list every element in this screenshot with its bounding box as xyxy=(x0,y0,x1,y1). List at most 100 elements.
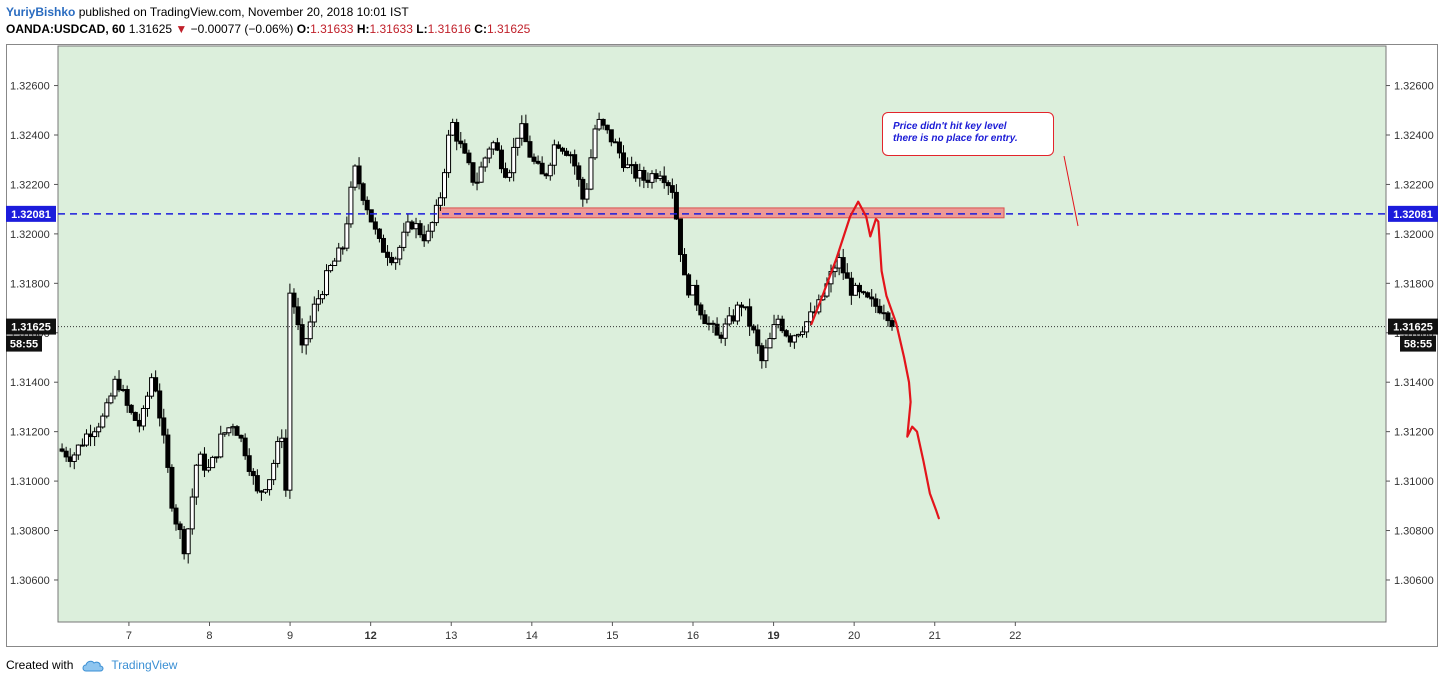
candle-body xyxy=(564,150,570,156)
candle-body xyxy=(775,318,781,326)
candle-body xyxy=(116,378,122,391)
candle-body xyxy=(547,164,553,177)
candle-body xyxy=(372,221,378,230)
candle-body xyxy=(344,223,350,249)
candle-body xyxy=(234,426,240,436)
candle-body xyxy=(185,528,191,555)
candle-body xyxy=(503,168,509,178)
candle-body xyxy=(376,228,382,239)
candle-body xyxy=(759,345,765,362)
candle-body xyxy=(100,415,106,428)
author-link[interactable]: YuriyBishko xyxy=(6,5,76,19)
candle-body xyxy=(83,433,89,446)
candle-body xyxy=(173,507,179,525)
candle-body xyxy=(201,453,207,471)
countdown-tag-left: 58:55 xyxy=(10,339,38,351)
y-tick-label: 1.32200 xyxy=(10,179,50,191)
candle-body xyxy=(852,284,858,296)
candle-body xyxy=(531,156,537,162)
candle-body xyxy=(267,479,273,491)
candle-body xyxy=(336,247,342,262)
candle-body xyxy=(108,395,114,404)
candle-body xyxy=(621,152,627,169)
candle-body xyxy=(71,454,77,462)
candle-body xyxy=(112,378,118,397)
candle-body xyxy=(230,426,236,429)
high-label: H: xyxy=(356,22,370,36)
candle-body xyxy=(218,433,224,458)
candle-body xyxy=(197,453,203,466)
x-tick-label: 14 xyxy=(526,630,538,642)
key-level-tag-left-bg xyxy=(6,205,56,222)
x-axis: 7 8 9 12 13 14 15 16 19 20 21 22 xyxy=(126,622,1021,642)
candle-body xyxy=(153,377,159,392)
y-tick-label: 1.31800 xyxy=(1394,278,1434,290)
candle-body xyxy=(287,292,293,491)
candle-body xyxy=(734,304,740,322)
key-level-tag-right-bg xyxy=(1388,205,1438,222)
candle-body xyxy=(576,165,582,180)
tradingview-brand[interactable]: TradingView xyxy=(81,658,177,672)
candle-body xyxy=(649,173,655,183)
candle-body xyxy=(767,338,773,349)
symbol-line: OANDA:USDCAD, 60 1.31625 ▼ −0.00077 (−0.… xyxy=(6,21,530,38)
candle-body xyxy=(79,444,85,447)
candle-body xyxy=(763,347,769,362)
y-tick-label: 1.31400 xyxy=(10,377,50,389)
candle-body xyxy=(478,166,484,183)
candle-body xyxy=(490,142,496,150)
y-tick-label: 1.32600 xyxy=(1394,81,1434,93)
candle-body xyxy=(600,118,606,126)
candle-body xyxy=(836,257,842,269)
candle-body xyxy=(356,165,362,185)
candle-body xyxy=(442,172,448,199)
candle-body xyxy=(722,323,728,339)
x-tick-label: 16 xyxy=(687,630,699,642)
candle-body xyxy=(429,222,435,232)
candle-body xyxy=(856,284,862,293)
candle-body xyxy=(291,292,297,308)
price-tag-left: 1.31625 xyxy=(11,322,51,334)
candle-body xyxy=(881,312,887,315)
candle-body xyxy=(494,142,500,151)
candle-body xyxy=(779,318,785,332)
candle-body xyxy=(592,128,598,159)
y-tick-label: 1.32000 xyxy=(10,229,50,241)
candle-body xyxy=(120,389,126,392)
y-tick-label: 1.30600 xyxy=(10,575,50,587)
annotation-line-2: there is no place for entry. xyxy=(893,133,1018,144)
resistance-zone xyxy=(434,207,1005,219)
candle-body xyxy=(462,143,468,154)
candle-body xyxy=(657,175,663,180)
close-label: C: xyxy=(474,22,487,36)
candle-body xyxy=(706,322,712,325)
price-levels xyxy=(58,213,1386,328)
price-chart[interactable]: 1.30600 1.30800 1.31000 1.31200 1.31400 1.316… xyxy=(6,44,1438,647)
candle-body xyxy=(332,260,338,267)
candle-body xyxy=(124,389,130,406)
y-tick-label: 1.30600 xyxy=(1394,575,1434,587)
candle-body xyxy=(616,141,622,154)
candle-body xyxy=(104,402,110,417)
candle-body xyxy=(157,390,163,419)
candle-body xyxy=(665,182,671,187)
y-tick-label: 1.32600 xyxy=(10,81,50,93)
candle-body xyxy=(527,141,533,158)
candle-body xyxy=(250,470,256,477)
candle-body xyxy=(238,434,244,439)
y-tick-label: 1.31200 xyxy=(1394,427,1434,439)
candle-body xyxy=(588,157,594,190)
candle-body xyxy=(128,404,134,413)
candle-body xyxy=(193,464,199,498)
candle-body xyxy=(254,475,260,492)
candle-body xyxy=(380,237,386,253)
candle-body xyxy=(519,123,525,139)
candle-body xyxy=(551,144,557,166)
price-tags: 1.32081 1.32081 1.31625 1.31625 58:55 58:55 xyxy=(6,205,1438,352)
candle-body xyxy=(63,450,69,458)
annotation-callout[interactable]: Price didn't hit key level there is no p… xyxy=(882,112,1054,156)
cloud-icon xyxy=(82,660,104,672)
candle-body xyxy=(271,462,277,481)
candle-body xyxy=(787,335,793,343)
candle-body xyxy=(132,411,138,421)
